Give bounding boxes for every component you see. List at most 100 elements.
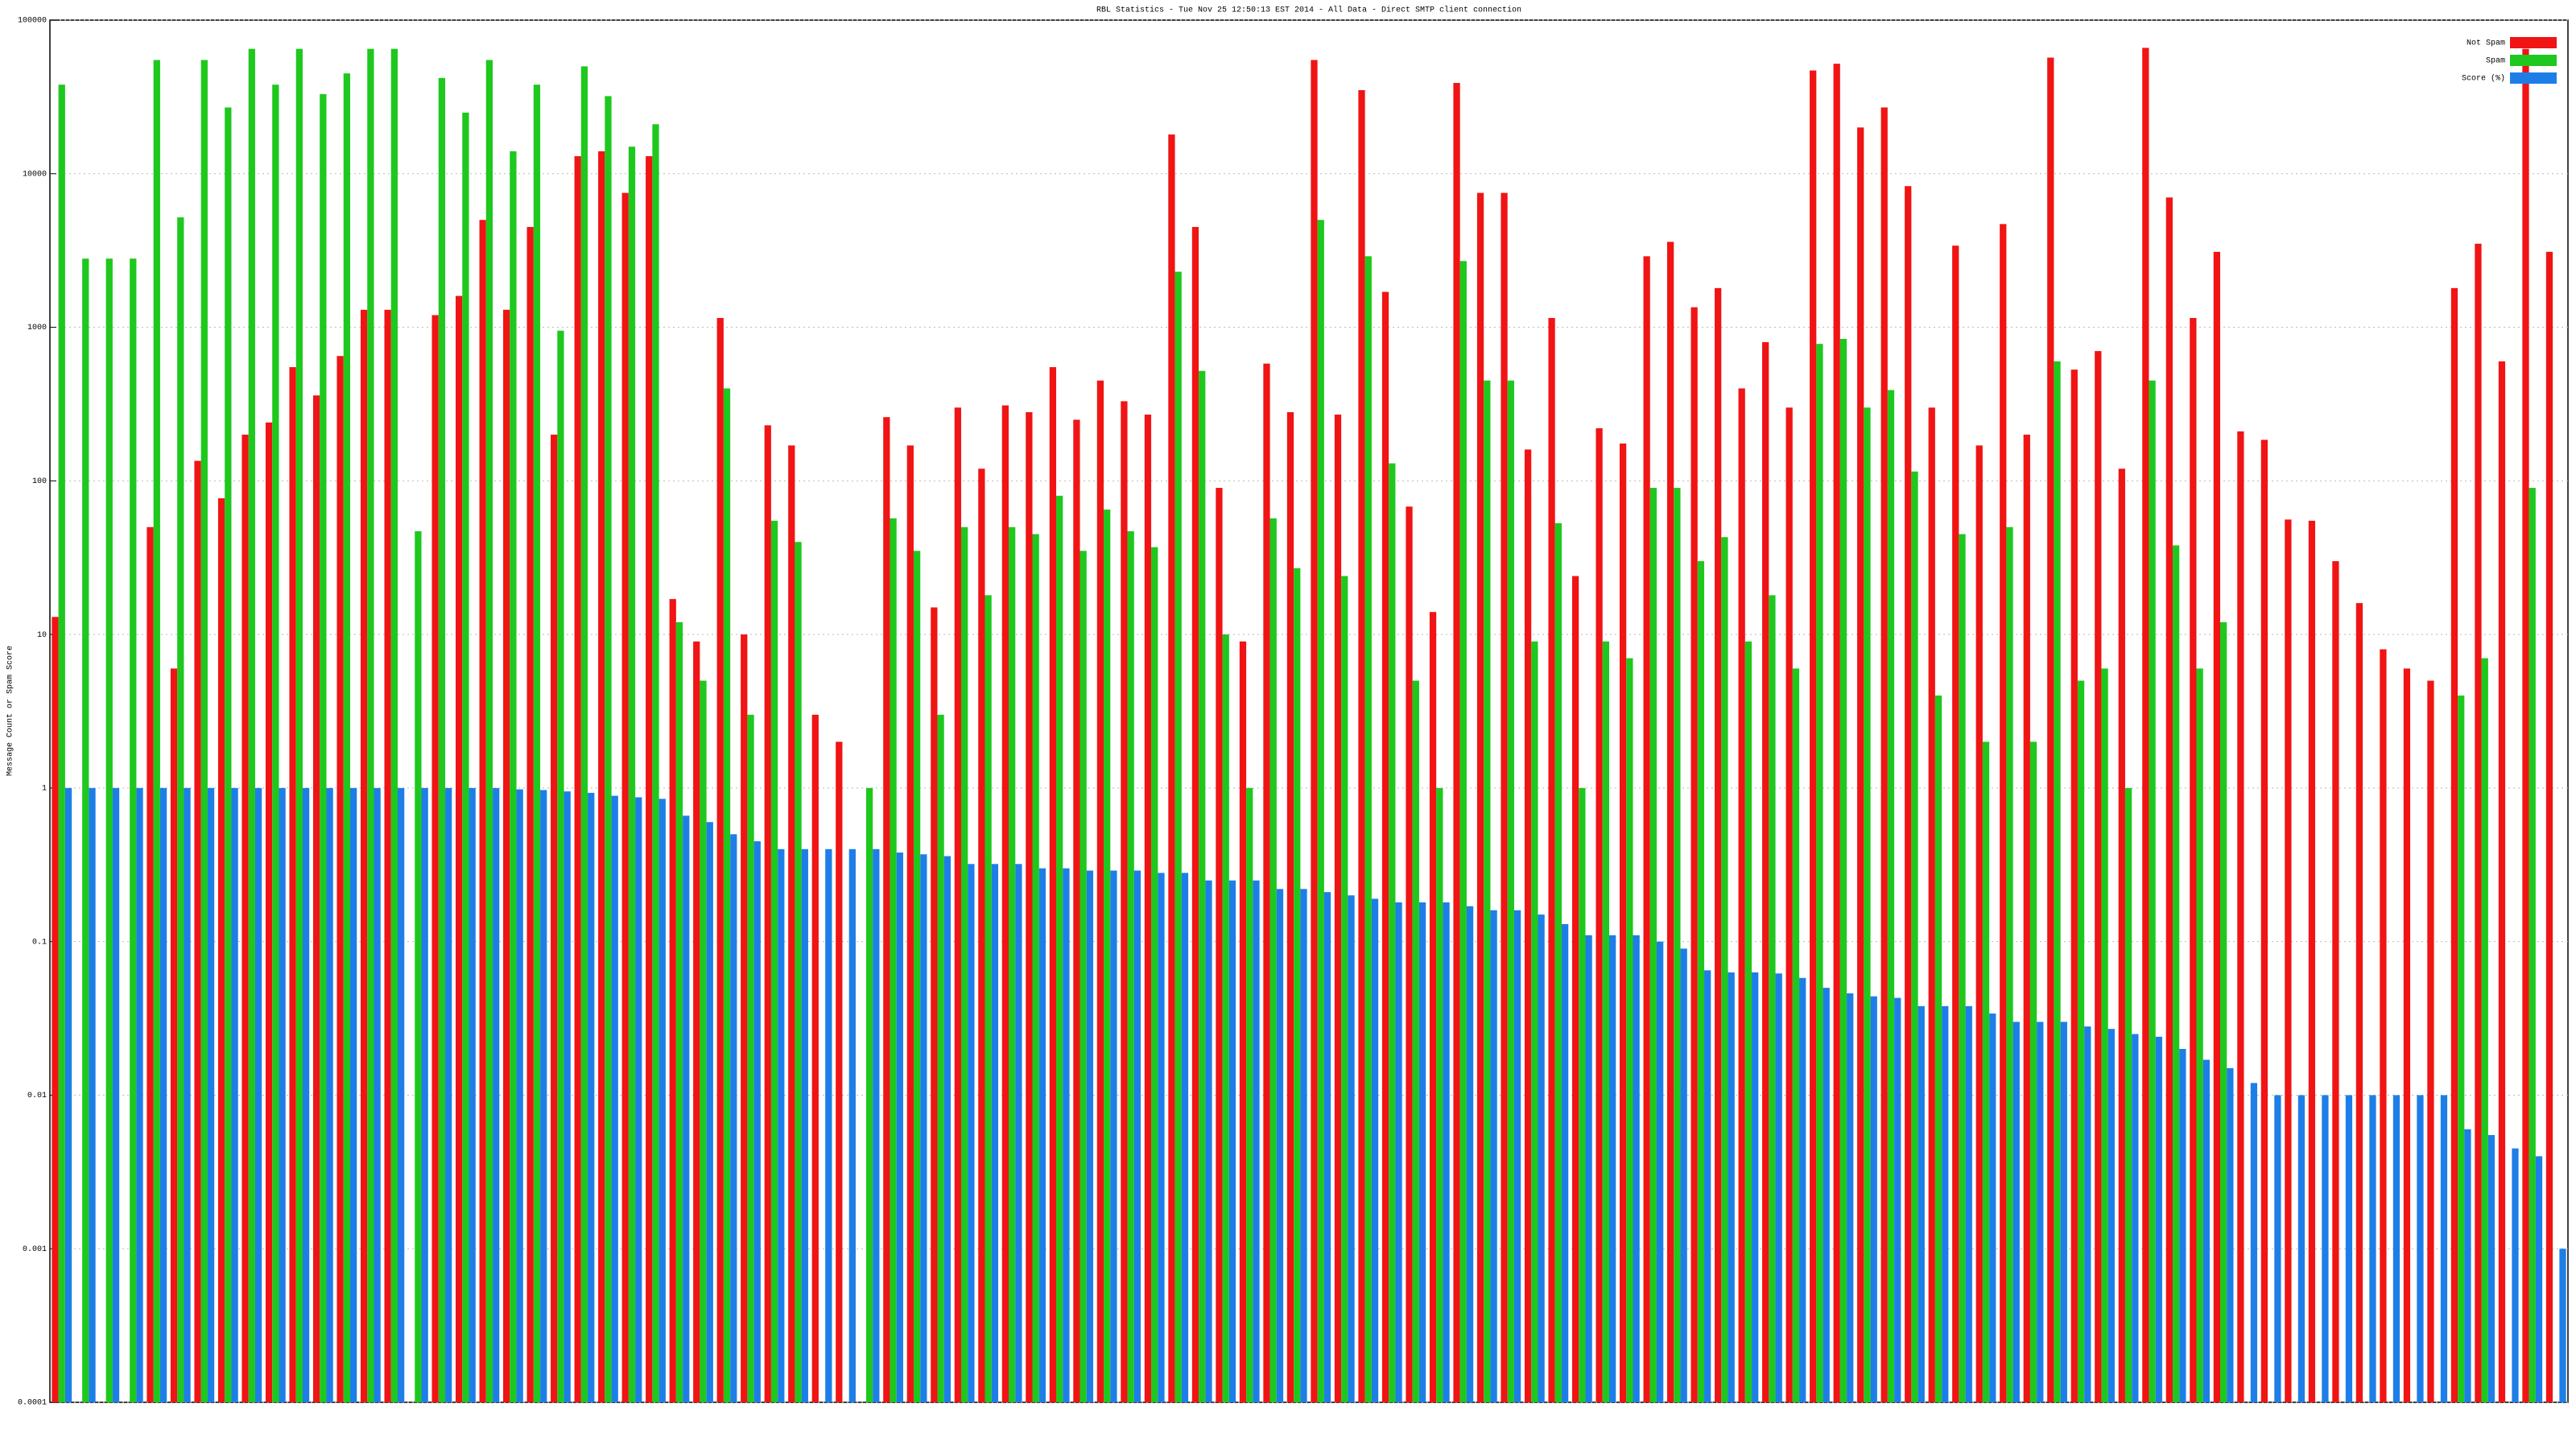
legend-label: Score (%): [2462, 74, 2505, 84]
bar: [574, 156, 581, 1402]
bar: [2165, 197, 2173, 1403]
bar: [2095, 351, 2102, 1402]
bar: [302, 787, 310, 1402]
bar: [1952, 246, 1959, 1403]
bar: [398, 787, 405, 1402]
bar: [343, 73, 350, 1403]
bar: [349, 787, 357, 1402]
bar: [883, 417, 890, 1402]
bar: [2250, 1083, 2258, 1402]
bar: [1286, 412, 1294, 1402]
bar: [1657, 941, 1664, 1402]
y-tick-label: 0.1: [32, 938, 47, 947]
bar: [1697, 561, 1705, 1403]
bar: [2332, 561, 2339, 1403]
bar: [1911, 471, 1918, 1402]
bar: [716, 317, 724, 1402]
bar: [683, 815, 690, 1402]
bar: [510, 151, 517, 1403]
bar: [1870, 996, 1877, 1402]
bar: [2213, 251, 2220, 1402]
bar: [1133, 870, 1141, 1402]
bar: [1579, 787, 1586, 1402]
bar: [2060, 1022, 2067, 1402]
bar: [1144, 415, 1152, 1402]
bar: [1476, 192, 1484, 1403]
bar: [741, 634, 748, 1402]
bar: [2529, 488, 2536, 1402]
bar: [1323, 892, 1331, 1402]
bar: [906, 445, 914, 1402]
bar: [479, 220, 486, 1402]
bar: [279, 787, 286, 1402]
legend-label: Not Spam: [2467, 39, 2505, 48]
bar: [1934, 696, 1942, 1402]
bar: [1412, 680, 1419, 1402]
bar: [2475, 243, 2482, 1402]
bar: [1918, 1005, 1925, 1402]
bar: [254, 787, 262, 1402]
bar: [445, 787, 452, 1402]
bar: [2118, 469, 2125, 1402]
bar: [564, 791, 571, 1402]
bar: [1633, 935, 1640, 1402]
bar: [1317, 220, 1324, 1402]
bar: [1429, 612, 1437, 1402]
bar: [937, 714, 944, 1402]
y-axis-label: Message Count or Spam Score: [6, 646, 15, 776]
legend-swatch: [2510, 55, 2557, 66]
bar: [1104, 510, 1111, 1402]
bar: [2260, 440, 2268, 1402]
bar: [1775, 973, 1782, 1402]
bar: [1096, 380, 1104, 1403]
bar: [431, 315, 439, 1403]
bar: [2322, 1095, 2329, 1402]
bar: [913, 551, 921, 1403]
y-tick-label: 100000: [18, 17, 47, 26]
bar: [2464, 1129, 2471, 1402]
bar: [1728, 972, 1735, 1402]
bar: [2202, 1059, 2210, 1402]
bar: [605, 96, 612, 1403]
bar: [112, 787, 120, 1402]
bar: [1538, 914, 1545, 1402]
bar: [1364, 256, 1372, 1402]
bar: [2070, 369, 2078, 1402]
bar: [2274, 1095, 2281, 1402]
bar: [2101, 668, 2108, 1402]
bar: [1619, 443, 1627, 1403]
bar: [598, 151, 605, 1403]
bar: [1608, 935, 1616, 1402]
bar: [706, 822, 713, 1402]
bar: [1239, 641, 1247, 1402]
bar: [312, 395, 320, 1403]
bar: [621, 192, 629, 1403]
bar: [105, 258, 113, 1402]
bar: [217, 497, 225, 1402]
bar: [2403, 668, 2411, 1402]
bar: [1276, 889, 1284, 1402]
bar: [960, 526, 968, 1402]
bar: [1358, 89, 1365, 1402]
bar: [646, 156, 653, 1402]
bar: [991, 864, 999, 1402]
bar: [1785, 407, 1793, 1402]
bar: [82, 258, 89, 1402]
plot-frame: [49, 19, 2569, 1403]
bar: [170, 668, 178, 1402]
bar: [2107, 1029, 2115, 1402]
bar: [747, 714, 754, 1402]
bar: [1073, 419, 1080, 1402]
bar: [1127, 530, 1134, 1402]
bar: [1744, 641, 1752, 1402]
bar: [2084, 1026, 2091, 1402]
bar: [1032, 534, 1039, 1402]
bar: [1524, 449, 1532, 1402]
bar: [1989, 1013, 1996, 1402]
bar: [1942, 1005, 1949, 1402]
bar: [2077, 680, 2085, 1402]
bar: [1246, 787, 1253, 1402]
bar: [1667, 242, 1674, 1402]
bar: [2227, 1067, 2234, 1402]
bar: [753, 841, 761, 1402]
